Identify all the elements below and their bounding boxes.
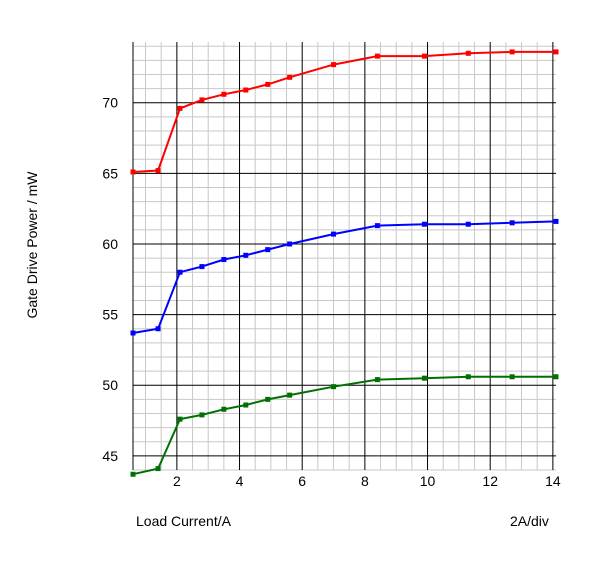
data-point (177, 269, 183, 275)
series-layer (130, 49, 559, 477)
data-point (177, 416, 183, 422)
data-point (243, 87, 249, 93)
x-tick-labels: 2 4 6 8 10 12 14 (173, 473, 561, 489)
data-point (265, 396, 271, 402)
data-point (155, 466, 161, 472)
data-point (155, 326, 161, 332)
data-point (421, 221, 427, 227)
data-point (221, 257, 227, 263)
data-point (199, 264, 205, 270)
data-point (374, 223, 380, 229)
data-point (287, 241, 293, 247)
data-point (155, 168, 161, 174)
data-point (331, 384, 337, 390)
y-tick-label: 65 (102, 165, 118, 181)
series-line (132, 220, 557, 334)
data-point (465, 221, 471, 227)
y-tick-label: 55 (102, 307, 118, 323)
y-tick-label: 70 (102, 95, 118, 111)
x-tick-label: 14 (545, 473, 561, 489)
data-point (287, 74, 293, 80)
data-point (130, 471, 136, 477)
data-point (221, 91, 227, 97)
data-point (509, 220, 515, 226)
data-point (465, 50, 471, 56)
x-tick-label: 6 (298, 473, 306, 489)
x-axis-label: Load Current/A (136, 513, 231, 529)
data-point (421, 375, 427, 381)
data-point (331, 62, 337, 68)
y-tick-label: 50 (102, 377, 118, 393)
y-tick-labels: 45 50 55 60 65 70 (102, 95, 118, 464)
y-axis-label: Gate Drive Power / mW (24, 171, 40, 319)
data-point (509, 374, 515, 380)
data-point (553, 49, 559, 55)
data-point (265, 81, 271, 87)
data-point (374, 377, 380, 383)
x-scale-note: 2A/div (510, 513, 549, 529)
series-line (132, 50, 556, 173)
data-point (177, 105, 183, 111)
data-point (287, 392, 293, 398)
data-point (465, 374, 471, 380)
data-point (265, 247, 271, 253)
series-line (132, 375, 556, 476)
data-point (553, 218, 559, 224)
series-2 (130, 218, 559, 336)
data-point (199, 97, 205, 103)
x-tick-label: 10 (420, 473, 436, 489)
x-tick-label: 12 (482, 473, 498, 489)
data-point (331, 231, 337, 237)
y-tick-label: 45 (102, 448, 118, 464)
series-1 (130, 49, 559, 175)
data-point (509, 49, 515, 55)
x-tick-label: 4 (236, 473, 244, 489)
data-point (221, 406, 227, 412)
major-grid (132, 42, 556, 470)
data-point (421, 53, 427, 59)
data-point (130, 330, 136, 336)
data-point (243, 252, 249, 258)
data-point (130, 169, 136, 175)
data-point (243, 402, 249, 408)
x-tick-label: 8 (361, 473, 369, 489)
y-tick-label: 60 (102, 236, 118, 252)
minor-grid (133, 42, 556, 471)
x-tick-label: 2 (173, 473, 181, 489)
series-3 (130, 374, 559, 477)
data-point (199, 412, 205, 418)
data-point (553, 374, 559, 380)
data-point (374, 53, 380, 59)
